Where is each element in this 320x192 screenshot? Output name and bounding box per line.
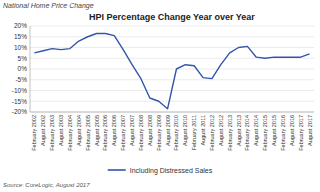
- legend-swatch: [108, 169, 126, 171]
- x-tick-label: February 2016: [280, 115, 286, 151]
- y-tick-label: 10%: [14, 44, 27, 51]
- x-tick-label: August 2002: [40, 115, 46, 146]
- x-tick-label: August 2005: [94, 115, 100, 146]
- x-tick-label: February 2005: [85, 115, 91, 151]
- y-tick-label: 5%: [18, 55, 28, 62]
- grid-line: [30, 112, 314, 113]
- x-tick-label: August 2009: [165, 115, 171, 146]
- y-axis: -20% -15% -10% -5% 0% 5% 10% 15% 20%: [12, 22, 314, 115]
- x-tick-label: August 2014: [253, 115, 259, 146]
- x-tick-label: February 2010: [173, 115, 179, 151]
- x-tick-label: February 2006: [102, 115, 108, 151]
- x-tick-label: February 2002: [31, 115, 37, 151]
- x-axis: February 2002August 2002February 2003Aug…: [31, 115, 312, 151]
- line: [34, 34, 309, 109]
- subtitle: National Home Price Change: [3, 2, 94, 10]
- y-tick-label: -20%: [12, 108, 27, 115]
- x-tick-label: February 2011: [191, 115, 197, 150]
- x-tick-label: February 2007: [120, 115, 126, 151]
- x-tick-label: February 2015: [262, 115, 268, 151]
- x-tick-label: February 2003: [49, 115, 55, 151]
- y-tick-label: -10%: [12, 87, 27, 94]
- x-tick-label: August 2012: [218, 115, 224, 146]
- x-tick-label: February 2013: [227, 115, 233, 151]
- grid-line: [30, 69, 314, 70]
- x-tick-label: August 2006: [111, 115, 117, 146]
- y-tick-label: 20%: [14, 22, 27, 29]
- legend: Including Distressed Sales: [108, 167, 213, 175]
- x-tick-label: February 2009: [156, 115, 162, 151]
- y-axis-line: [30, 26, 31, 112]
- x-tick-label: August 2007: [129, 115, 135, 146]
- x-tick-label: August 2004: [76, 115, 82, 146]
- y-tick-label: -5%: [15, 76, 27, 83]
- x-tick-label: August 2015: [271, 115, 277, 146]
- x-axis-line: [30, 112, 314, 113]
- x-tick-label: August 2016: [289, 115, 295, 146]
- y-tick-label: 15%: [14, 33, 27, 40]
- x-tick-label: August 2013: [236, 115, 242, 146]
- title: HPI Percentage Change Year over Year: [89, 12, 255, 22]
- x-tick-label: February 2004: [67, 115, 73, 151]
- chart: National Home Price Change HPI Percentage…: [0, 0, 320, 192]
- y-tick-label: -15%: [12, 98, 27, 105]
- source: Source: CoreLogic, August 2017: [3, 182, 90, 188]
- x-tick-label: February 2008: [138, 115, 144, 151]
- x-tick-label: August 2008: [147, 115, 153, 146]
- grid-line: [30, 101, 314, 102]
- x-tick-label: August 2011: [200, 115, 206, 145]
- grid-line: [30, 26, 314, 27]
- legend-label: Including Distressed Sales: [130, 167, 213, 175]
- grid-line: [30, 79, 314, 80]
- x-tick-label: August 2017: [307, 115, 313, 146]
- x-tick-label: February 2017: [298, 115, 304, 151]
- x-tick-label: August 2003: [58, 115, 64, 146]
- x-tick-label: August 2010: [182, 115, 188, 146]
- grid-line: [30, 36, 314, 37]
- plot-area: [34, 34, 309, 109]
- x-tick-label: February 2014: [244, 115, 250, 151]
- y-tick-label: 0%: [18, 65, 28, 72]
- x-tick-label: February 2012: [209, 115, 215, 151]
